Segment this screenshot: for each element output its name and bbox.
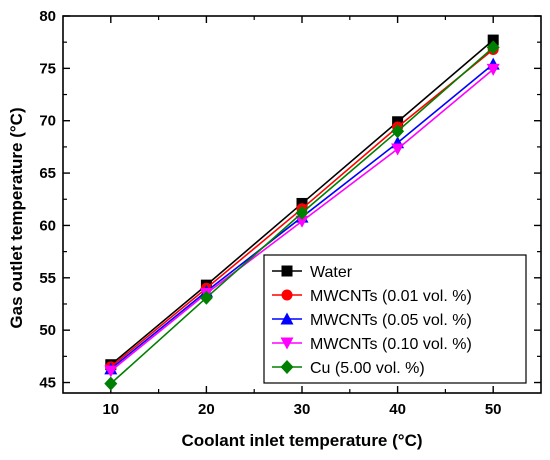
data-point — [486, 63, 500, 76]
legend-label: MWCNTs (0.10 vol. %) — [310, 336, 472, 353]
y-tick-label: 55 — [39, 270, 56, 287]
y-tick-label: 60 — [39, 217, 56, 234]
data-point — [104, 365, 118, 378]
data-point — [199, 290, 213, 305]
y-tick-label: 75 — [39, 60, 56, 77]
legend-label: Water — [310, 264, 353, 281]
series-3 — [104, 63, 500, 378]
data-point — [487, 34, 499, 46]
y-tick-label: 80 — [39, 8, 56, 25]
axes: 10 20 30 40 50 45 50 55 60 65 70 75 80 — [39, 8, 542, 418]
y-tick-label: 65 — [39, 165, 56, 182]
legend-label: Cu (5.00 vol. %) — [310, 360, 425, 377]
x-axis-title: Coolant inlet temperature (°C) — [181, 431, 422, 450]
y-tick-label: 45 — [39, 375, 56, 392]
x-tick-label: 50 — [485, 401, 502, 418]
legend-box — [263, 254, 527, 384]
legend-marker — [281, 289, 293, 301]
data-point — [391, 124, 405, 139]
data-point — [295, 215, 309, 228]
series-4 — [104, 40, 500, 391]
data-point — [295, 205, 309, 220]
data-point — [486, 40, 500, 55]
x-tick-label: 30 — [294, 401, 311, 418]
x-tick-label: 40 — [389, 401, 406, 418]
legend-item: Water — [272, 264, 353, 281]
x-tick-label: 20 — [198, 401, 215, 418]
data-point — [104, 376, 118, 391]
legend-label: MWCNTs (0.05 vol. %) — [310, 312, 472, 329]
legend-item: MWCNTs (0.05 vol. %) — [272, 312, 472, 329]
data-point — [391, 143, 405, 156]
legend-item: MWCNTs (0.10 vol. %) — [272, 336, 472, 353]
legend-marker — [280, 337, 294, 350]
y-tick-label: 50 — [39, 322, 56, 339]
y-axis-title: Gas outlet temperature (°C) — [7, 107, 26, 328]
x-tick-label: 10 — [102, 401, 119, 418]
legend: Water MWCNTs (0.01 vol. %) MWCNTs (0.05 vo… — [263, 254, 527, 384]
legend-item: Cu (5.00 vol. %) — [272, 360, 425, 377]
legend-marker — [280, 360, 294, 374]
legend-marker — [280, 312, 294, 325]
legend-item: MWCNTs (0.01 vol. %) — [272, 288, 472, 305]
plot-series — [104, 34, 500, 391]
legend-label: MWCNTs (0.01 vol. %) — [310, 288, 472, 305]
legend-marker — [281, 265, 293, 277]
y-tick-label: 70 — [39, 113, 56, 130]
